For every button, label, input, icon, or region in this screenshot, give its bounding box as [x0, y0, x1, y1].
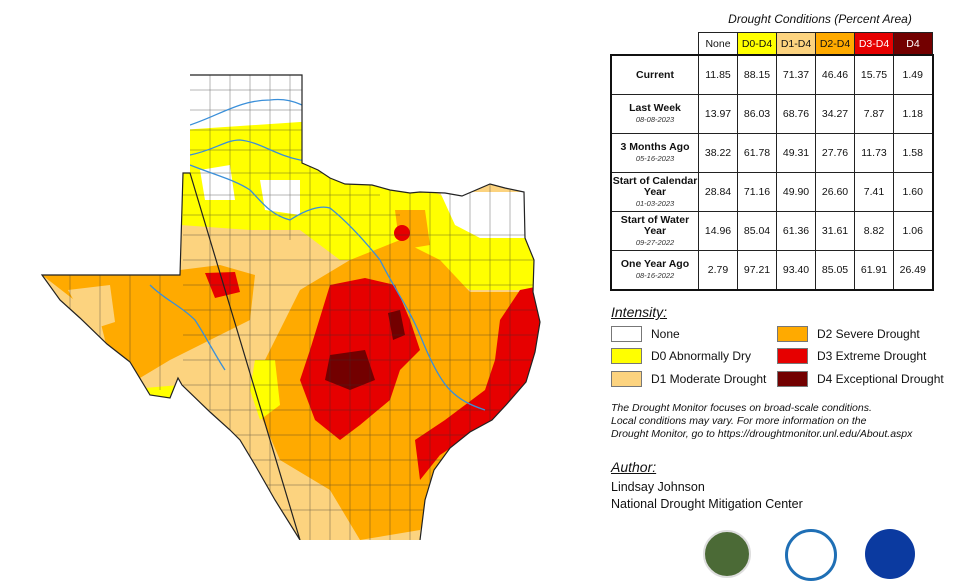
row-label: One Year Ago 08-16-2022 — [610, 250, 699, 291]
cell: 15.75 — [854, 54, 894, 95]
swatch-d1 — [611, 371, 642, 387]
col-none: None — [698, 32, 738, 56]
ndmc-logo-icon — [865, 529, 915, 579]
cell: 1.58 — [893, 133, 933, 173]
row-label: Start of Water Year 09-27-2022 — [610, 211, 699, 251]
legend-item-d3: D3 Extreme Drought — [777, 348, 926, 364]
swatch-d0 — [611, 348, 642, 364]
table-title: Drought Conditions (Percent Area) — [728, 12, 912, 26]
cell: 86.03 — [737, 94, 777, 134]
legend-item-d0: D0 Abnormally Dry — [611, 348, 751, 364]
table-row: Start of Water Year 09-27-2022 14.96 85.0… — [610, 211, 933, 251]
cell: 38.22 — [698, 133, 738, 173]
cell: 34.27 — [815, 94, 855, 134]
cell: 1.06 — [893, 211, 933, 251]
drought-conditions-table: None D0-D4 D1-D4 D2-D4 D3-D4 D4 Current … — [610, 32, 934, 291]
cell: 31.61 — [815, 211, 855, 251]
swatch-d3 — [777, 348, 808, 364]
row-label: Current — [610, 54, 699, 95]
cell: 85.05 — [815, 250, 855, 291]
legend-item-none: None — [611, 326, 680, 342]
table-row: 3 Months Ago 05-16-2023 38.22 61.78 49.31… — [610, 133, 933, 173]
row-label: Last Week 08-08-2023 — [610, 94, 699, 134]
cell: 26.49 — [893, 250, 933, 291]
cell: 13.97 — [698, 94, 738, 134]
header-blank — [611, 33, 699, 56]
cell: 7.87 — [854, 94, 894, 134]
cell: 93.40 — [776, 250, 816, 291]
cell: 1.60 — [893, 172, 933, 212]
cell: 2.79 — [698, 250, 738, 291]
author-name: Lindsay Johnson — [611, 480, 705, 494]
table-row: Current 11.85 88.15 71.37 46.46 15.75 1.… — [610, 54, 933, 95]
cell: 46.46 — [815, 54, 855, 95]
noaa-logo-icon — [785, 529, 837, 581]
table-row: Last Week 08-08-2023 13.97 86.03 68.76 34… — [610, 94, 933, 134]
legend-title: Intensity: — [611, 304, 668, 320]
table-row: Start of Calendar Year 01-03-2023 28.84 7… — [610, 172, 933, 212]
col-d4: D4 — [893, 32, 933, 56]
cell: 61.36 — [776, 211, 816, 251]
author-org: National Drought Mitigation Center — [611, 497, 803, 511]
cell: 28.84 — [698, 172, 738, 212]
legend-item-d2: D2 Severe Drought — [777, 326, 920, 342]
col-d1-d4: D1-D4 — [776, 32, 816, 56]
cell: 49.31 — [776, 133, 816, 173]
col-d3-d4: D3-D4 — [854, 32, 894, 56]
cell: 68.76 — [776, 94, 816, 134]
swatch-d4 — [777, 371, 808, 387]
usda-logo-icon — [703, 530, 751, 578]
table-row: One Year Ago 08-16-2022 2.79 97.21 93.40 … — [610, 250, 933, 291]
cell: 88.15 — [737, 54, 777, 95]
col-d2-d4: D2-D4 — [815, 32, 855, 56]
texas-drought-map — [40, 74, 541, 540]
legend-item-d4: D4 Exceptional Drought — [777, 371, 944, 387]
cell: 1.49 — [893, 54, 933, 95]
cell: 49.90 — [776, 172, 816, 212]
row-label: 3 Months Ago 05-16-2023 — [610, 133, 699, 173]
cell: 61.78 — [737, 133, 777, 173]
cell: 61.91 — [854, 250, 894, 291]
cell: 26.60 — [815, 172, 855, 212]
swatch-none — [611, 326, 642, 342]
cell: 1.18 — [893, 94, 933, 134]
disclaimer-note: The Drought Monitor focuses on broad-sca… — [611, 402, 913, 440]
cell: 71.16 — [737, 172, 777, 212]
cell: 27.76 — [815, 133, 855, 173]
cell: 11.85 — [698, 54, 738, 95]
cell: 97.21 — [737, 250, 777, 291]
swatch-d2 — [777, 326, 808, 342]
author-title: Author: — [611, 459, 657, 475]
cell: 71.37 — [776, 54, 816, 95]
cell: 11.73 — [854, 133, 894, 173]
col-d0-d4: D0-D4 — [737, 32, 777, 56]
cell: 7.41 — [854, 172, 894, 212]
legend-item-d1: D1 Moderate Drought — [611, 371, 766, 387]
cell: 8.82 — [854, 211, 894, 251]
row-label: Start of Calendar Year 01-03-2023 — [610, 172, 699, 212]
cell: 14.96 — [698, 211, 738, 251]
table-header-row: None D0-D4 D1-D4 D2-D4 D3-D4 D4 — [611, 32, 933, 56]
author-info: Lindsay Johnson National Drought Mitigat… — [611, 479, 803, 513]
cell: 85.04 — [737, 211, 777, 251]
